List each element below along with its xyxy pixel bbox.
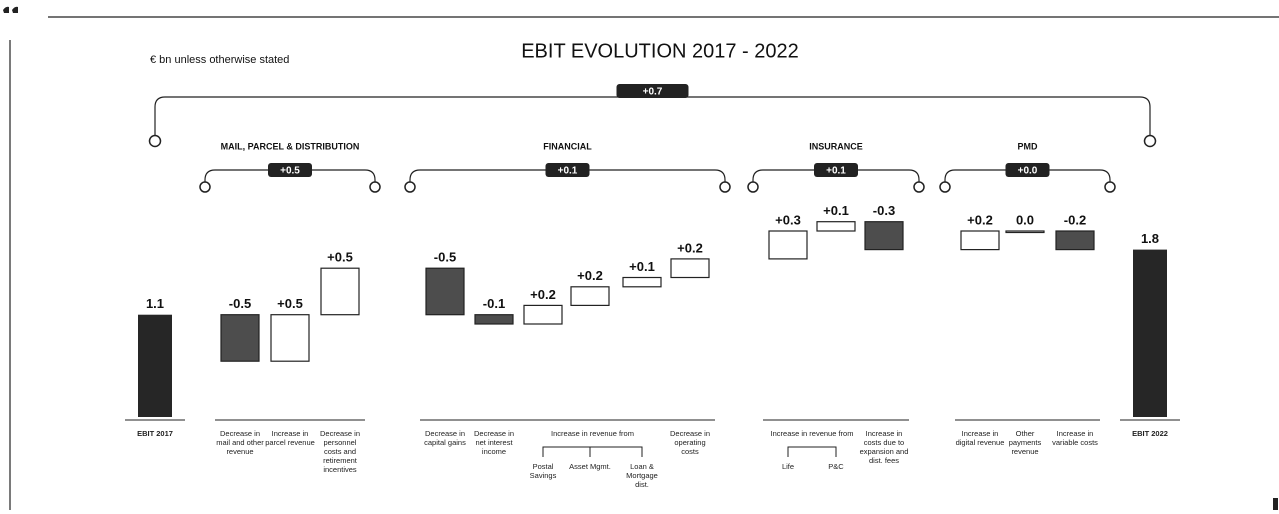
value-label: +0.3 [775, 212, 801, 227]
step-bar [320, 267, 360, 316]
value-label: -0.3 [873, 203, 895, 218]
total-change-box [616, 84, 689, 98]
category-label: Increase in revenue from [770, 429, 854, 438]
total-bracket-end [148, 134, 162, 148]
group-bracket-end [719, 181, 731, 193]
value-label: +0.1 [823, 203, 849, 218]
category-label: EBIT 2017 [137, 429, 173, 438]
value-label: 1.8 [1141, 231, 1159, 246]
category-sublabel: Postal Savings [529, 462, 557, 480]
step-bar [816, 221, 856, 232]
value-label: 1.1 [146, 296, 164, 311]
category-label: Increase in parcel revenue [265, 429, 315, 447]
value-label: -0.1 [483, 296, 505, 311]
group-total-box [268, 163, 312, 177]
value-label: +0.5 [277, 296, 303, 311]
step-bar [864, 221, 904, 251]
group-bracket-end [747, 181, 759, 193]
group-bracket-end [1104, 181, 1116, 193]
category-label: Increase in variable costs [1052, 429, 1098, 447]
group-total: +0.0 [1018, 166, 1038, 177]
category-label: Decrease in net interest income [473, 429, 515, 456]
category-sublabel: Asset Mgmt. [569, 462, 611, 471]
value-label: +0.2 [677, 240, 703, 255]
corner-mark [1273, 498, 1278, 510]
step-bar [622, 276, 662, 288]
step-bar [670, 258, 710, 279]
value-label: +0.2 [967, 212, 993, 227]
value-label: -0.5 [229, 296, 251, 311]
category-label: Decrease in mail and other revenue [216, 429, 264, 456]
group-total-box [814, 163, 858, 177]
step-bar [220, 314, 260, 362]
group-name: PMD [1018, 141, 1039, 151]
total-bar [138, 314, 172, 417]
category-sublabel: P&C [828, 462, 844, 471]
value-label: +0.1 [629, 259, 655, 274]
sub-bracket [787, 446, 837, 457]
sub-bracket [542, 446, 643, 457]
category-sublabel: Life [781, 462, 795, 471]
category-label: Decrease in capital gains [424, 429, 466, 447]
step-bar [523, 304, 563, 325]
category-label: Increase in revenue from [551, 429, 634, 438]
chart-title: EBIT EVOLUTION 2017 - 2022 [521, 40, 799, 62]
step-bar [474, 314, 514, 325]
group-total-box [1005, 163, 1050, 177]
step-bar [768, 230, 808, 260]
total-change: +0.7 [643, 87, 663, 98]
quote-icon [3, 6, 18, 13]
group-total: +0.5 [280, 166, 300, 177]
total-bracket [154, 96, 1151, 136]
category-label: Increase in costs due to expansion and d… [859, 429, 909, 465]
total-bracket-end [1143, 134, 1157, 148]
step-bar [425, 267, 465, 316]
group-name: FINANCIAL [543, 141, 592, 151]
step-bar [1055, 230, 1095, 251]
value-label: -0.2 [1064, 212, 1086, 227]
group-name: INSURANCE [809, 141, 863, 151]
group-total: +0.1 [826, 166, 846, 177]
category-label: EBIT 2022 [1132, 429, 1168, 438]
value-label: +0.2 [577, 268, 603, 283]
value-label: 0.0 [1016, 212, 1034, 227]
group-bracket-end [404, 181, 416, 193]
step-bar [570, 286, 610, 306]
subtitle: € bn unless otherwise stated [150, 54, 289, 66]
group-bracket-end [369, 181, 381, 193]
group-total: +0.1 [558, 166, 578, 177]
step-bar [1005, 230, 1045, 234]
category-sublabel: Loan & Mortgage dist. [626, 462, 658, 489]
group-total-box [545, 163, 590, 177]
value-label: -0.5 [434, 250, 456, 265]
step-bar [960, 230, 1000, 251]
total-bar [1133, 249, 1167, 417]
category-label: Increase in digital revenue [955, 429, 1005, 447]
group-name: MAIL, PARCEL & DISTRIBUTION [221, 141, 360, 151]
category-label: Other payments revenue [1008, 429, 1042, 456]
group-bracket-end [199, 181, 211, 193]
group-bracket-end [913, 181, 925, 193]
step-bar [270, 314, 310, 362]
category-label: Decrease in personnel costs and retireme… [319, 429, 361, 474]
value-label: +0.5 [327, 250, 353, 265]
category-label: Decrease in operating costs [669, 429, 711, 456]
group-bracket-end [939, 181, 951, 193]
value-label: +0.2 [530, 287, 556, 302]
